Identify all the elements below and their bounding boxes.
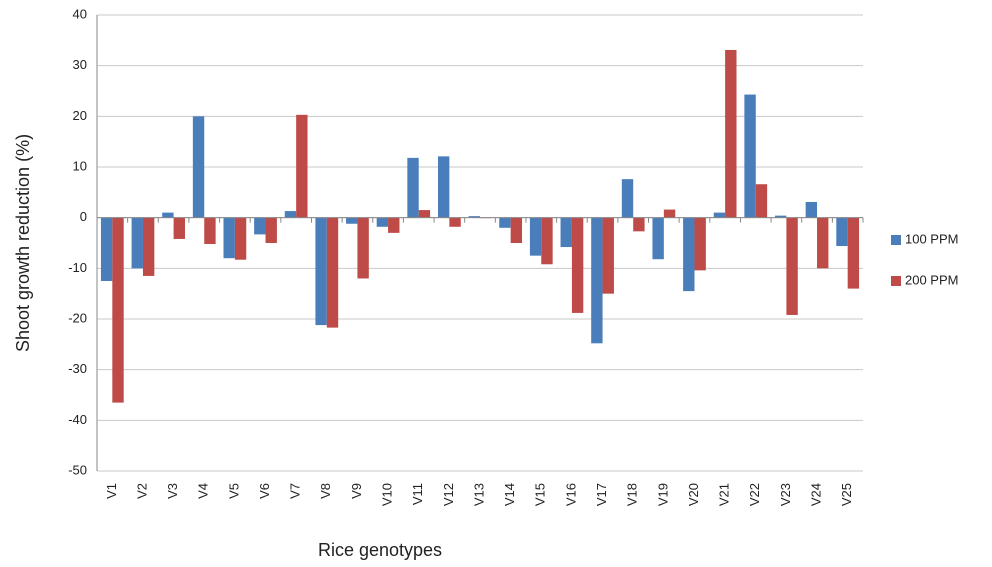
x-tick-label: V16 [563,483,578,506]
bar [805,201,818,218]
x-tick-label: V9 [349,483,364,499]
y-axis-title: Shoot growth reduction (%) [13,134,33,352]
x-tick-label: V13 [471,483,486,506]
bar [847,217,860,289]
bar [418,210,431,218]
bar [326,217,339,328]
bar [449,217,461,227]
bar [173,217,185,239]
x-tick-label: V11 [410,483,425,505]
x-tick-label: V6 [257,483,272,499]
bar [284,211,297,218]
x-tick-label: V2 [134,483,149,499]
y-tick-label: -10 [68,260,87,275]
bar [100,217,113,281]
x-tick-label: V25 [839,483,854,506]
y-tick-label: -30 [68,361,87,376]
y-tick-label: -20 [68,310,87,325]
bar [541,217,553,265]
bar [725,49,737,218]
bar [131,217,143,269]
bar [254,217,266,235]
bar [744,94,756,218]
x-tick-label: V7 [288,483,303,499]
legend-label: 200 PPM [905,272,958,287]
bar [683,217,695,292]
bar [775,215,787,218]
y-tick-label: -50 [68,462,87,477]
bar [315,217,327,326]
bar [786,217,798,315]
bar [817,217,829,269]
x-tick-label: V17 [594,483,609,506]
x-tick-label: V15 [533,483,548,506]
bar [621,179,634,218]
bar [162,212,174,218]
x-tick-label: V4 [196,483,211,499]
bar [591,217,603,344]
legend-swatch [891,276,901,286]
y-tick-label: 20 [73,108,87,123]
bar [234,217,247,260]
x-tick-label: V20 [686,483,701,506]
bar [529,217,542,256]
bar [713,212,726,218]
bar [192,116,205,218]
x-tick-label: V5 [226,483,241,499]
y-tick-label: -40 [68,412,87,427]
bar [652,217,664,260]
x-tick-label: V24 [808,483,823,506]
y-tick-label: 10 [73,158,87,173]
x-tick-label: V18 [625,483,640,506]
bar [560,217,572,248]
bar [571,217,584,313]
legend-label: 100 PPM [905,231,958,246]
bar [633,217,645,232]
x-axis-title: Rice genotypes [318,540,442,560]
bar [357,217,369,279]
x-tick-label: V19 [655,483,670,506]
bar [663,209,676,218]
bar [510,217,523,243]
bar [407,157,419,218]
x-tick-label: V21 [717,483,732,506]
bar [346,217,358,224]
bar [142,217,155,276]
x-tick-label: V14 [502,483,517,506]
x-tick-label: V1 [104,483,119,499]
bar [223,217,235,259]
x-tick-label: V3 [165,483,180,499]
bar [204,217,216,245]
bar [296,114,308,218]
x-tick-label: V22 [747,483,762,506]
x-tick-label: V8 [318,483,333,499]
bar [376,217,389,227]
y-tick-label: 40 [73,6,87,21]
x-tick-label: V12 [441,483,456,506]
x-tick-label: V23 [778,483,793,506]
bar [437,156,450,218]
bar [265,217,277,243]
y-tick-label: 30 [73,57,87,72]
bar [602,217,614,294]
bar [388,217,400,233]
y-tick-label: 0 [80,209,87,224]
x-tick-label: V10 [380,483,395,506]
bar [112,217,124,403]
bar [755,184,768,218]
bar [694,217,706,271]
bar [468,216,480,218]
bar [499,217,511,228]
legend-swatch [891,235,901,245]
bar [836,217,848,247]
